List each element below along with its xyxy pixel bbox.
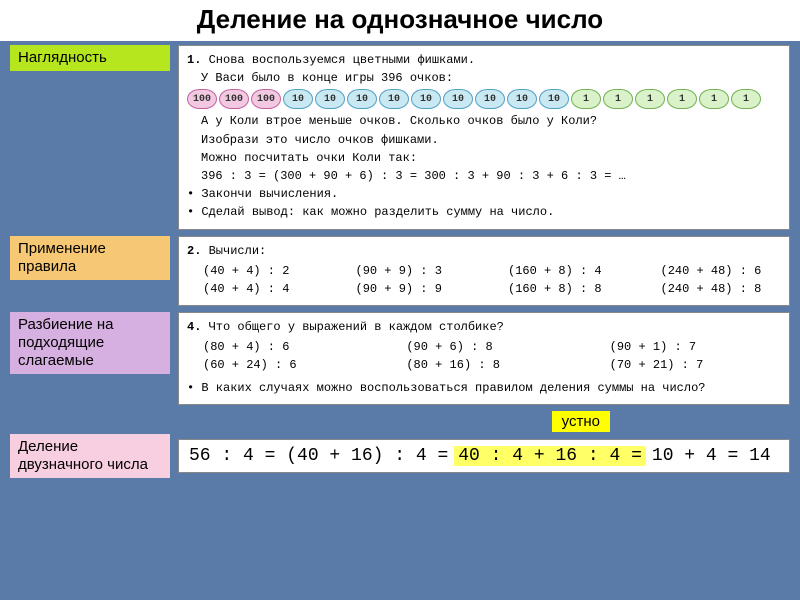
panel1-num: 1. <box>187 53 201 67</box>
ustno-label: устно <box>552 411 610 432</box>
page-title: Деление на однозначное число <box>0 0 800 41</box>
expr-cell: (240 + 48) : 6 <box>661 263 784 279</box>
panel1-line5: Можно посчитать очки Коли так: <box>201 150 783 166</box>
chip-10: 10 <box>539 89 569 109</box>
expr-cell: (40 + 4) : 2 <box>203 263 326 279</box>
expr-cell: (160 + 8) : 4 <box>508 263 631 279</box>
panel1-line3: А у Коли втрое меньше очков. Сколько очк… <box>201 113 783 129</box>
panel1-bullet1: Закончи вычисления. <box>187 186 783 202</box>
chip-1: 1 <box>603 89 633 109</box>
content-area: Наглядность 1. Снова воспользуемся цветн… <box>0 41 800 478</box>
panel1-expr: 396 : 3 = (300 + 90 + 6) : 3 = 300 : 3 +… <box>201 168 783 184</box>
label-delenie-dvuz: Деление двузначного числа <box>10 434 170 478</box>
chip-10: 10 <box>379 89 409 109</box>
panel-2: 2. Вычисли: (40 + 4) : 2 (40 + 4) : 4 (90 … <box>178 236 790 307</box>
expr-cell: (80 + 4) : 6 <box>203 339 376 355</box>
expr-cell: (90 + 9) : 9 <box>356 281 479 297</box>
chips-row: 100100100101010101010101010111111 <box>187 89 783 109</box>
chip-1: 1 <box>667 89 697 109</box>
expr-cell: (70 + 21) : 7 <box>610 357 783 373</box>
panel-1: 1. Снова воспользуемся цветными фишками.… <box>178 45 790 230</box>
panel2-num: 2. <box>187 244 201 258</box>
chip-100: 100 <box>219 89 249 109</box>
row-1: Наглядность 1. Снова воспользуемся цветн… <box>10 45 790 230</box>
panel-3: 4. Что общего у выражений в каждом столб… <box>178 312 790 405</box>
panel2-columns: (40 + 4) : 2(40 + 4) : 4(90 + 9) : 3(90 … <box>203 261 783 299</box>
panel1-line4: Изобрази это число очков фишками. <box>201 132 783 148</box>
chip-1: 1 <box>731 89 761 109</box>
eq-part1: 56 : 4 = (40 + 16) : 4 = <box>189 446 448 466</box>
expr-cell: (90 + 9) : 3 <box>356 263 479 279</box>
eq-highlight: 40 : 4 + 16 : 4 = <box>454 446 646 466</box>
expr-cell: (160 + 8) : 8 <box>508 281 631 297</box>
expr-cell: (240 + 48) : 8 <box>661 281 784 297</box>
chip-10: 10 <box>347 89 377 109</box>
expr-cell: (80 + 16) : 8 <box>406 357 579 373</box>
expr-column: (80 + 4) : 6 (60 + 24) : 6 <box>203 337 376 375</box>
label-razbienie: Разбиение на подходящие слагаемые <box>10 312 170 374</box>
panel1-line1: Снова воспользуемся цветными фишками. <box>209 53 475 67</box>
expr-column: (90 + 6) : 8 (80 + 16) : 8 <box>406 337 579 375</box>
panel1-line2: У Васи было в конце игры 396 очков: <box>201 70 783 86</box>
chip-10: 10 <box>283 89 313 109</box>
chip-100: 100 <box>251 89 281 109</box>
chip-100: 100 <box>187 89 217 109</box>
panel1-bullet2: Сделай вывод: как можно разделить сумму … <box>187 204 783 220</box>
chip-1: 1 <box>635 89 665 109</box>
expr-column: (40 + 4) : 2 (40 + 4) : 4 <box>203 261 326 299</box>
chip-10: 10 <box>411 89 441 109</box>
label-naglyadnost: Наглядность <box>10 45 170 71</box>
row-4: Деление двузначного числа 56 : 4 = (40 +… <box>10 434 790 478</box>
chip-1: 1 <box>699 89 729 109</box>
label-primenenie: Применение правила <box>10 236 170 280</box>
chip-10: 10 <box>507 89 537 109</box>
panel3-num: 4. <box>187 320 201 334</box>
expr-cell: (60 + 24) : 6 <box>203 357 376 373</box>
row-2: Применение правила 2. Вычисли: (40 + 4) … <box>10 236 790 307</box>
expr-column: (90 + 9) : 3 (90 + 9) : 9 <box>356 261 479 299</box>
ustno-row: устно <box>10 411 790 432</box>
chip-10: 10 <box>443 89 473 109</box>
panel2-head: Вычисли: <box>209 244 267 258</box>
chip-10: 10 <box>315 89 345 109</box>
expr-cell: (40 + 4) : 4 <box>203 281 326 297</box>
equation-panel: 56 : 4 = (40 + 16) : 4 = 40 : 4 + 16 : 4… <box>178 439 790 473</box>
expr-column: (90 + 1) : 7 (70 + 21) : 7 <box>610 337 783 375</box>
eq-part2: 10 + 4 = 14 <box>652 446 771 466</box>
panel3-columns: (80 + 4) : 6 (60 + 24) : 6 (90 + 6) : 8 (80… <box>203 337 783 375</box>
expr-column: (160 + 8) : 4 (160 + 8) : 8 <box>508 261 631 299</box>
expr-cell: (90 + 1) : 7 <box>610 339 783 355</box>
expr-cell: (90 + 6) : 8 <box>406 339 579 355</box>
row-3: Разбиение на подходящие слагаемые 4. Что… <box>10 312 790 405</box>
expr-column: (240 + 48) : 6 (240 + 48) : 8 <box>661 261 784 299</box>
panel3-head: Что общего у выражений в каждом столбике… <box>209 320 504 334</box>
chip-10: 10 <box>475 89 505 109</box>
chip-1: 1 <box>571 89 601 109</box>
panel3-question: В каких случаях можно воспользоваться пр… <box>187 380 783 396</box>
